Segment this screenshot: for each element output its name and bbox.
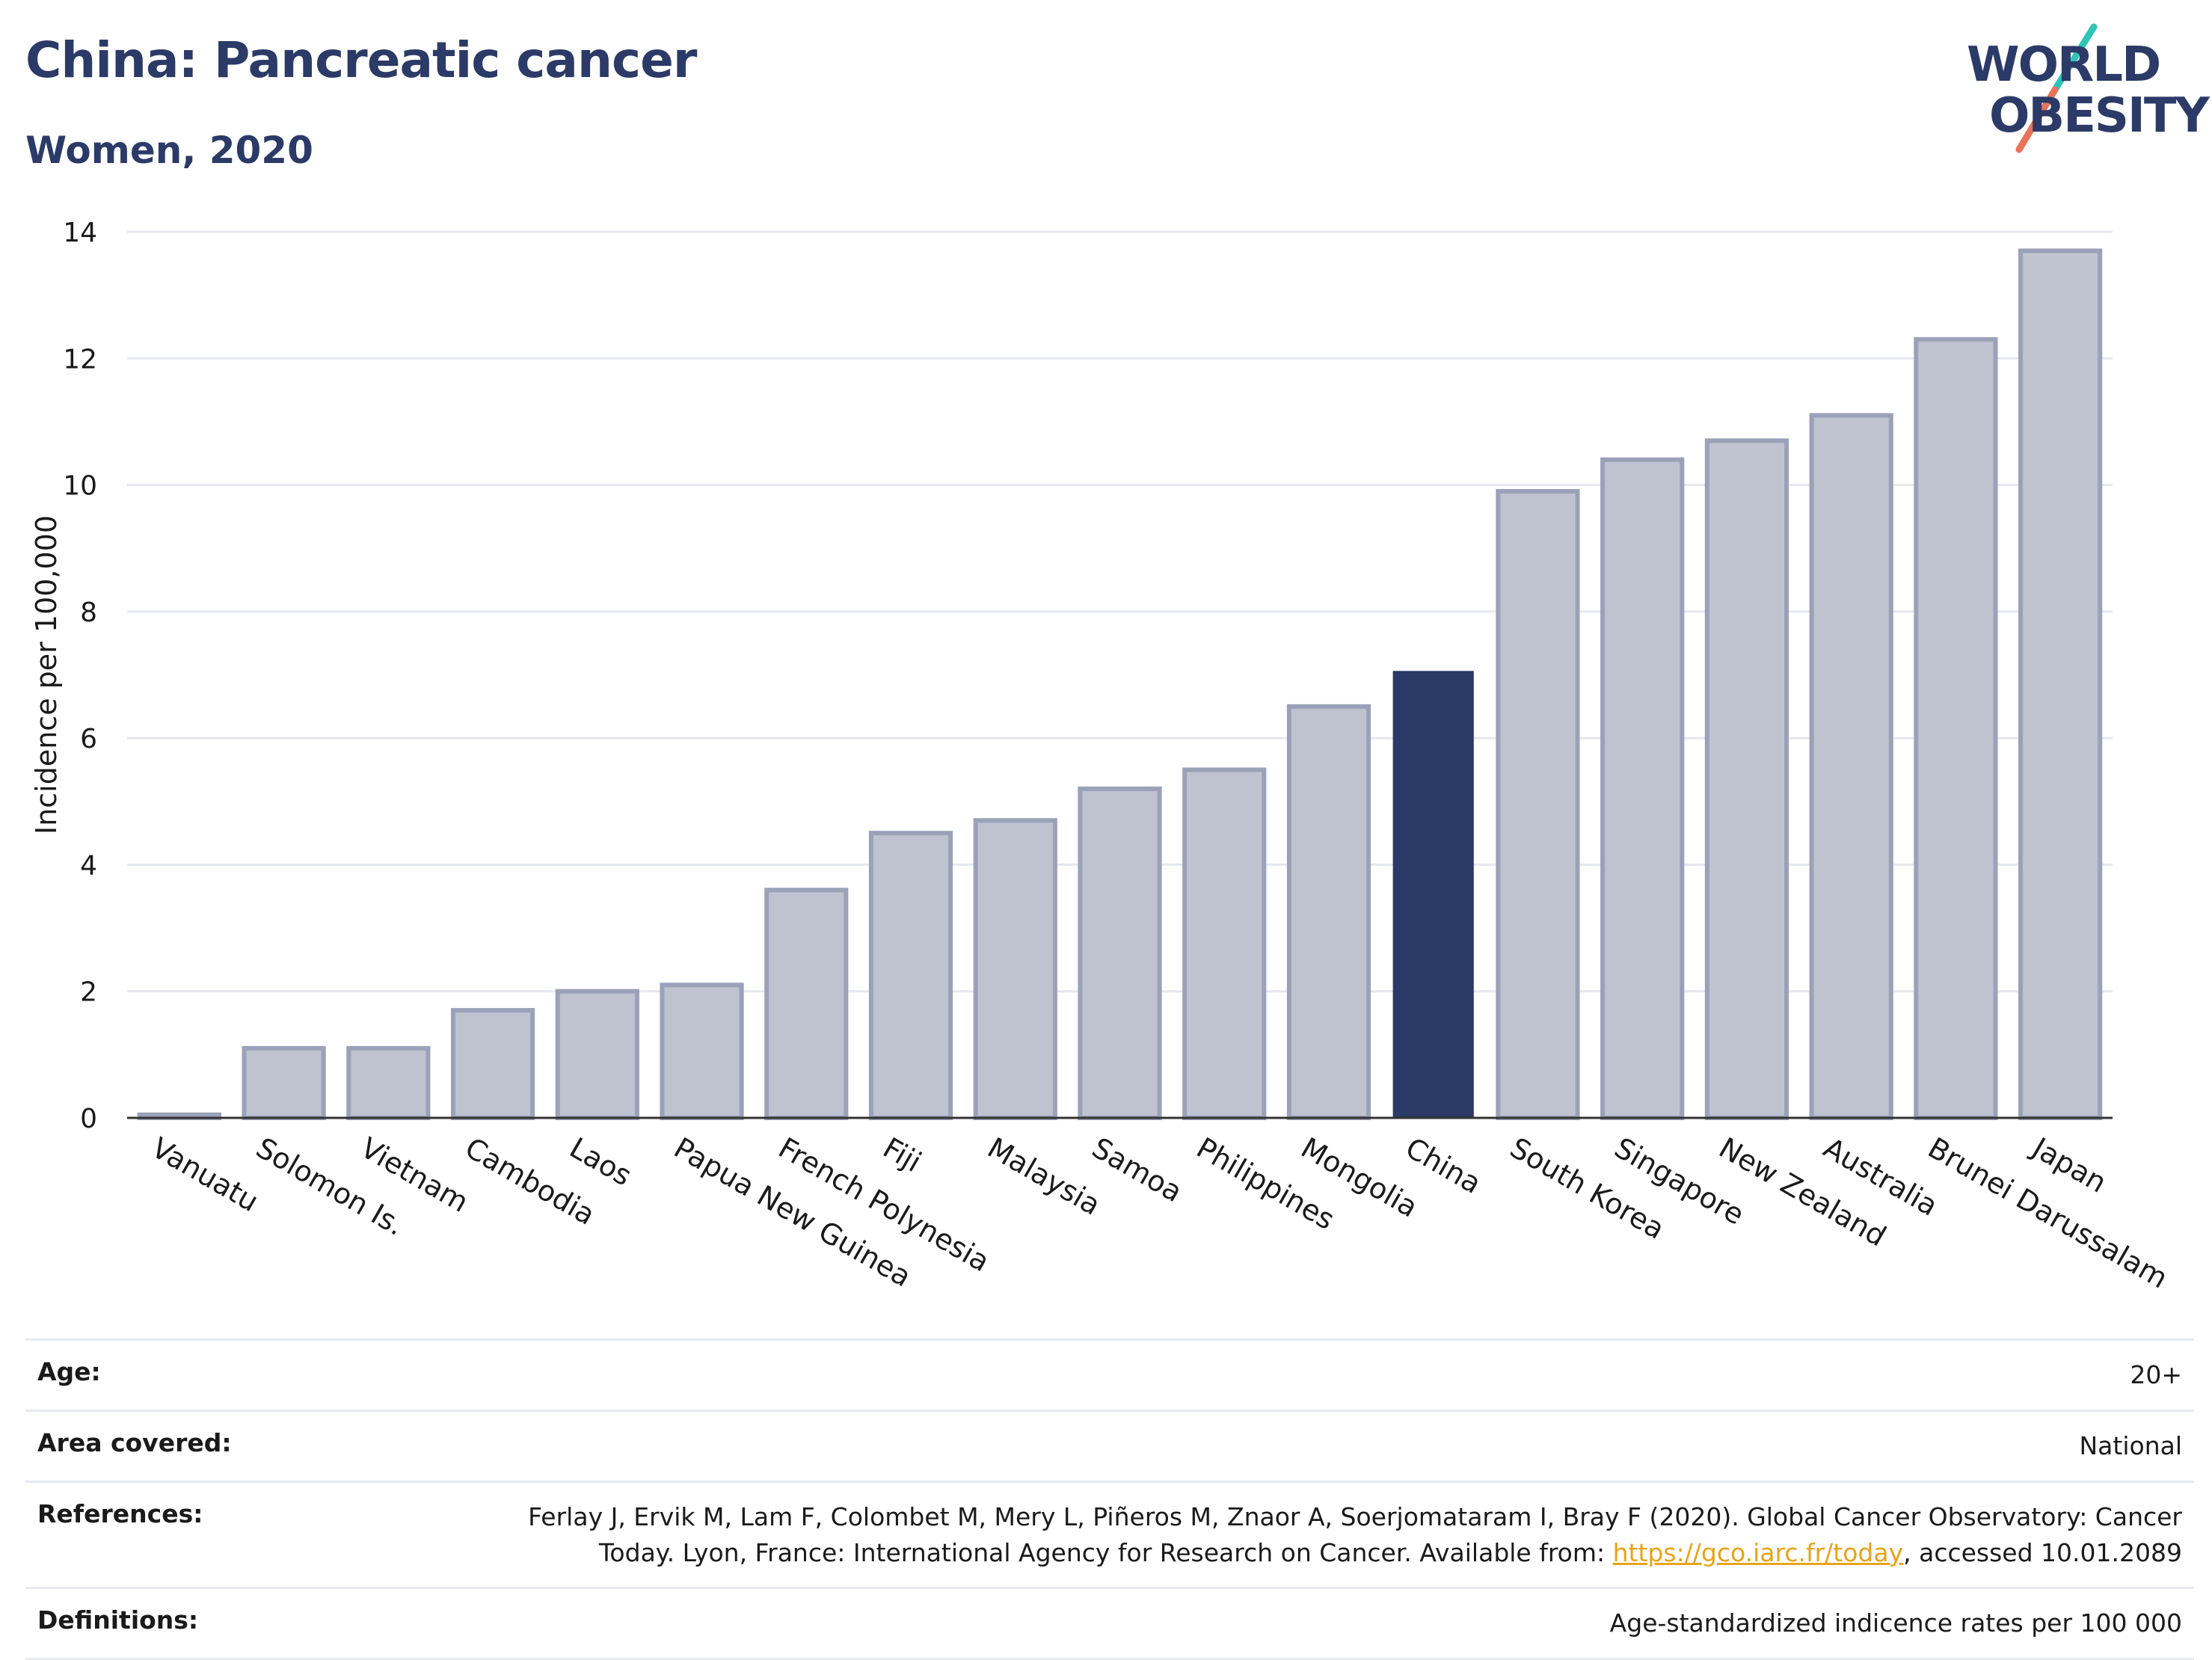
bar-samoa	[1078, 786, 1162, 1120]
bar-brunei-darussalam	[1914, 336, 1998, 1121]
logo-word-world: WORLD	[1967, 37, 2161, 93]
bar-papua-new-guinea	[660, 983, 744, 1120]
area-label: Area covered:	[37, 1427, 232, 1457]
logo-slash-icon	[2015, 23, 2098, 153]
bar-singapore	[1600, 457, 1685, 1120]
y-tick-label: 10	[63, 471, 97, 502]
area-value: National	[2079, 1430, 2182, 1460]
references-text-3: , accessed 10.01.2089	[1903, 1537, 2182, 1567]
y-tick-label: 8	[80, 597, 97, 628]
info-row-area: Area covered: National	[25, 1409, 2194, 1481]
info-row-references: References: Ferlay J, Ervik M, Lam F, Co…	[25, 1480, 2194, 1587]
x-tick-label: Vanuatu	[146, 1131, 264, 1218]
x-tick-label: Malaysia	[982, 1131, 1106, 1222]
age-value: 20+	[2130, 1360, 2182, 1389]
y-tick-label: 4	[80, 850, 97, 881]
references-text-2: Today. Lyon, France: International Agenc…	[598, 1537, 1606, 1567]
info-row-definitions: Definitions: Age-standardized indicence …	[25, 1587, 2194, 1660]
bar-china	[1392, 671, 1474, 1119]
bar-vietnam	[346, 1045, 431, 1120]
references-text-1: Ferlay J, Ervik M, Lam F, Colombet M, Me…	[528, 1501, 2182, 1531]
y-tick-label: 0	[80, 1104, 97, 1134]
definitions-value: Age-standardized indicence rates per 100…	[1609, 1608, 2182, 1638]
bar-mongolia	[1286, 704, 1371, 1120]
bar-philippines	[1182, 767, 1267, 1120]
definitions-label: Definitions:	[37, 1605, 199, 1635]
bar-new-zealand	[1704, 438, 1789, 1121]
age-label: Age:	[37, 1357, 101, 1386]
chart-gridlines	[127, 230, 2113, 993]
x-tick-label: Fiji	[878, 1131, 927, 1178]
bar-japan	[2018, 248, 2103, 1121]
bar-australia	[1809, 413, 1893, 1120]
y-tick-label: 14	[63, 218, 97, 248]
page-title: China: Pancreatic cancer	[25, 31, 697, 89]
references-label: References:	[37, 1498, 203, 1528]
y-tick-label: 2	[80, 977, 97, 1008]
bar-french-polynesia	[764, 888, 849, 1120]
bar-south-korea	[1496, 489, 1580, 1120]
y-axis-label: Incidence per 100,000	[30, 515, 63, 834]
references-link[interactable]: https://gco.iarc.fr/today	[1612, 1537, 1904, 1567]
page-subtitle: Women, 2020	[25, 129, 313, 172]
y-tick-label: 12	[63, 344, 97, 375]
bar-laos	[555, 989, 639, 1120]
x-tick-label: Laos	[564, 1131, 637, 1193]
references-value: Ferlay J, Ervik M, Lam F, Colombet M, Me…	[441, 1499, 2182, 1571]
chart-bars	[137, 248, 2103, 1121]
world-obesity-logo: WORLD OBESITY	[1944, 21, 2210, 156]
y-tick-label: 6	[80, 724, 97, 754]
bar-fiji	[868, 831, 953, 1120]
bar-cambodia	[450, 1008, 535, 1121]
bar-malaysia	[973, 818, 1057, 1121]
chart-y-ticks: 0 2 4 6 8 10 12 14	[63, 218, 97, 1134]
info-row-age: Age: 20+	[25, 1338, 2194, 1410]
logo-word-obesity: OBESITY	[1989, 88, 2210, 144]
bar-solomon-is	[242, 1045, 326, 1120]
info-table: Age: 20+ Area covered: National Referenc…	[25, 1338, 2194, 1660]
